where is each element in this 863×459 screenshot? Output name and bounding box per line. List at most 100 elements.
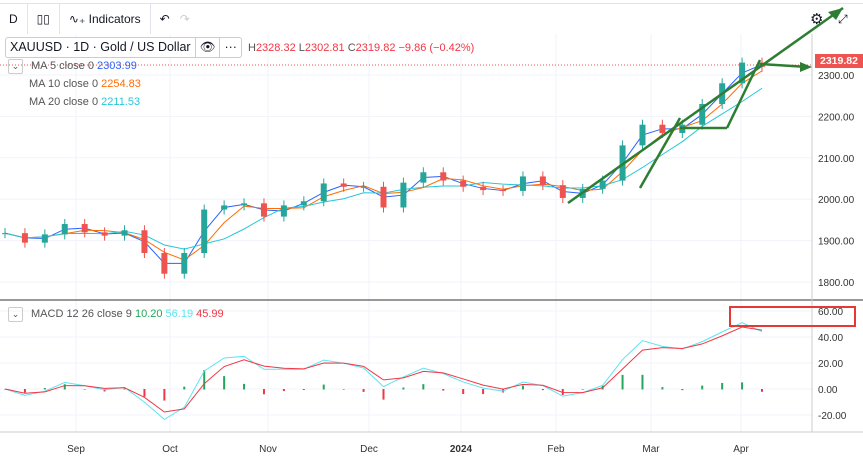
macd-histogram-bar [541,389,544,391]
candle [61,224,68,235]
annotation-arrow [725,59,762,129]
undo-icon[interactable]: ↶ [159,12,170,26]
time-tick: Sep [67,444,85,455]
macd-histogram-bar [43,387,46,390]
macd-histogram-bar [382,389,385,400]
ma10-legend: MA 10 close 0 2254.83 [29,78,141,90]
price-tick: 2300.00 [818,71,855,82]
collapse-icon[interactable]: ⌄ [8,307,23,322]
candle [121,230,128,236]
macd-histogram-bar [262,389,265,395]
candle [101,232,108,236]
macd-tick: -20.00 [818,411,847,422]
ma5-legend: ⌄ MA 5 close 0 2303.99 [8,59,137,74]
macd-histogram-bar [183,386,186,390]
candle [599,180,606,189]
macd-histogram-bar [362,389,365,392]
candle [81,224,88,233]
candle [400,182,407,208]
candle [201,209,208,254]
ma-line-2 [4,87,763,250]
price-tick: 2200.00 [818,112,855,123]
candle [260,203,267,217]
macd-histogram-bar [23,389,26,393]
candle [340,183,347,187]
macd-histogram-bar [203,370,206,390]
interval-button[interactable]: D [0,4,28,34]
macd-histogram-bar [123,388,126,390]
macd-histogram-bar [143,389,146,397]
macd-histogram-bar [243,383,246,390]
symbol-title: XAUUSD · 1D · Gold / US Dollar [6,38,196,57]
macd-histogram-bar [741,382,744,390]
candle [41,234,48,243]
candle [639,124,646,146]
price-tick: 1800.00 [818,278,855,289]
macd-histogram-bar [482,389,485,395]
candle [360,186,367,188]
macd-histogram-bar [402,387,405,390]
candle [659,124,666,133]
time-tick: Nov [259,444,277,455]
time-tick: Feb [547,444,565,455]
candle [440,172,447,181]
candle [699,103,706,125]
indicators-button[interactable]: ∿₊ Indicators [60,4,151,34]
candle [141,230,148,254]
macd-histogram-bar [302,389,305,391]
candle [460,180,467,187]
time-tick: Dec [360,444,378,455]
candle [380,186,387,208]
macd-histogram-bar [462,389,465,395]
candle [420,172,427,183]
macd-histogram-bar [342,389,345,390]
annotation-arrow [567,6,844,205]
eye-icon[interactable]: 👁 [196,38,221,57]
time-tick: 2024 [450,444,473,455]
macd-histogram-bar [442,389,445,391]
macd-histogram-bar [621,374,624,390]
macd-histogram-bar [83,389,86,390]
macd-legend: ⌄ MACD 12 26 close 9 10.20 56.19 45.99 [8,307,224,322]
indicators-icon: ∿₊ [68,12,89,26]
candle [161,253,168,274]
redo-icon[interactable]: ↷ [179,12,190,26]
macd-histogram-bar [681,389,684,391]
macd-histogram-bar [163,389,166,401]
time-tick: Mar [642,444,660,455]
macd-histogram-bar [661,387,664,390]
candle [519,176,526,191]
collapse-icon[interactable]: ⌄ [8,59,23,74]
candle [320,183,327,202]
symbol-box[interactable]: XAUUSD · 1D · Gold / US Dollar 👁 ··· [5,37,242,58]
arrowhead-icon [800,62,812,72]
macd-histogram-bar [63,384,66,390]
last-price-tag: 2319.82 [815,54,863,68]
indicators-label: Indicators [88,12,141,26]
price-tick: 1900.00 [818,237,855,248]
macd-histogram-bar [103,389,106,392]
fullscreen-icon[interactable]: ⤢ [838,11,848,26]
macd-histogram-bar [761,389,763,392]
candles-icon[interactable]: ▯▯ [28,4,60,34]
candle [181,253,188,274]
candle [739,62,746,84]
macd-histogram-bar [581,389,584,390]
header-row: XAUUSD · 1D · Gold / US Dollar 👁 ··· H23… [5,37,474,58]
time-tick: Apr [733,444,749,455]
arrowhead-icon [828,8,843,20]
macd-histogram-bar [223,376,226,390]
signal-line [4,326,763,413]
macd-histogram-bar [641,374,644,390]
candle [500,190,507,192]
price-tick: 2000.00 [818,195,855,206]
time-tick: Oct [162,444,178,455]
candle [539,176,546,186]
candle [480,186,487,191]
macd-tick: 40.00 [818,333,843,344]
macd-histogram-bar [701,385,704,390]
candle [21,233,28,243]
annotation-arrow [638,117,682,189]
more-icon[interactable]: ··· [224,40,237,54]
